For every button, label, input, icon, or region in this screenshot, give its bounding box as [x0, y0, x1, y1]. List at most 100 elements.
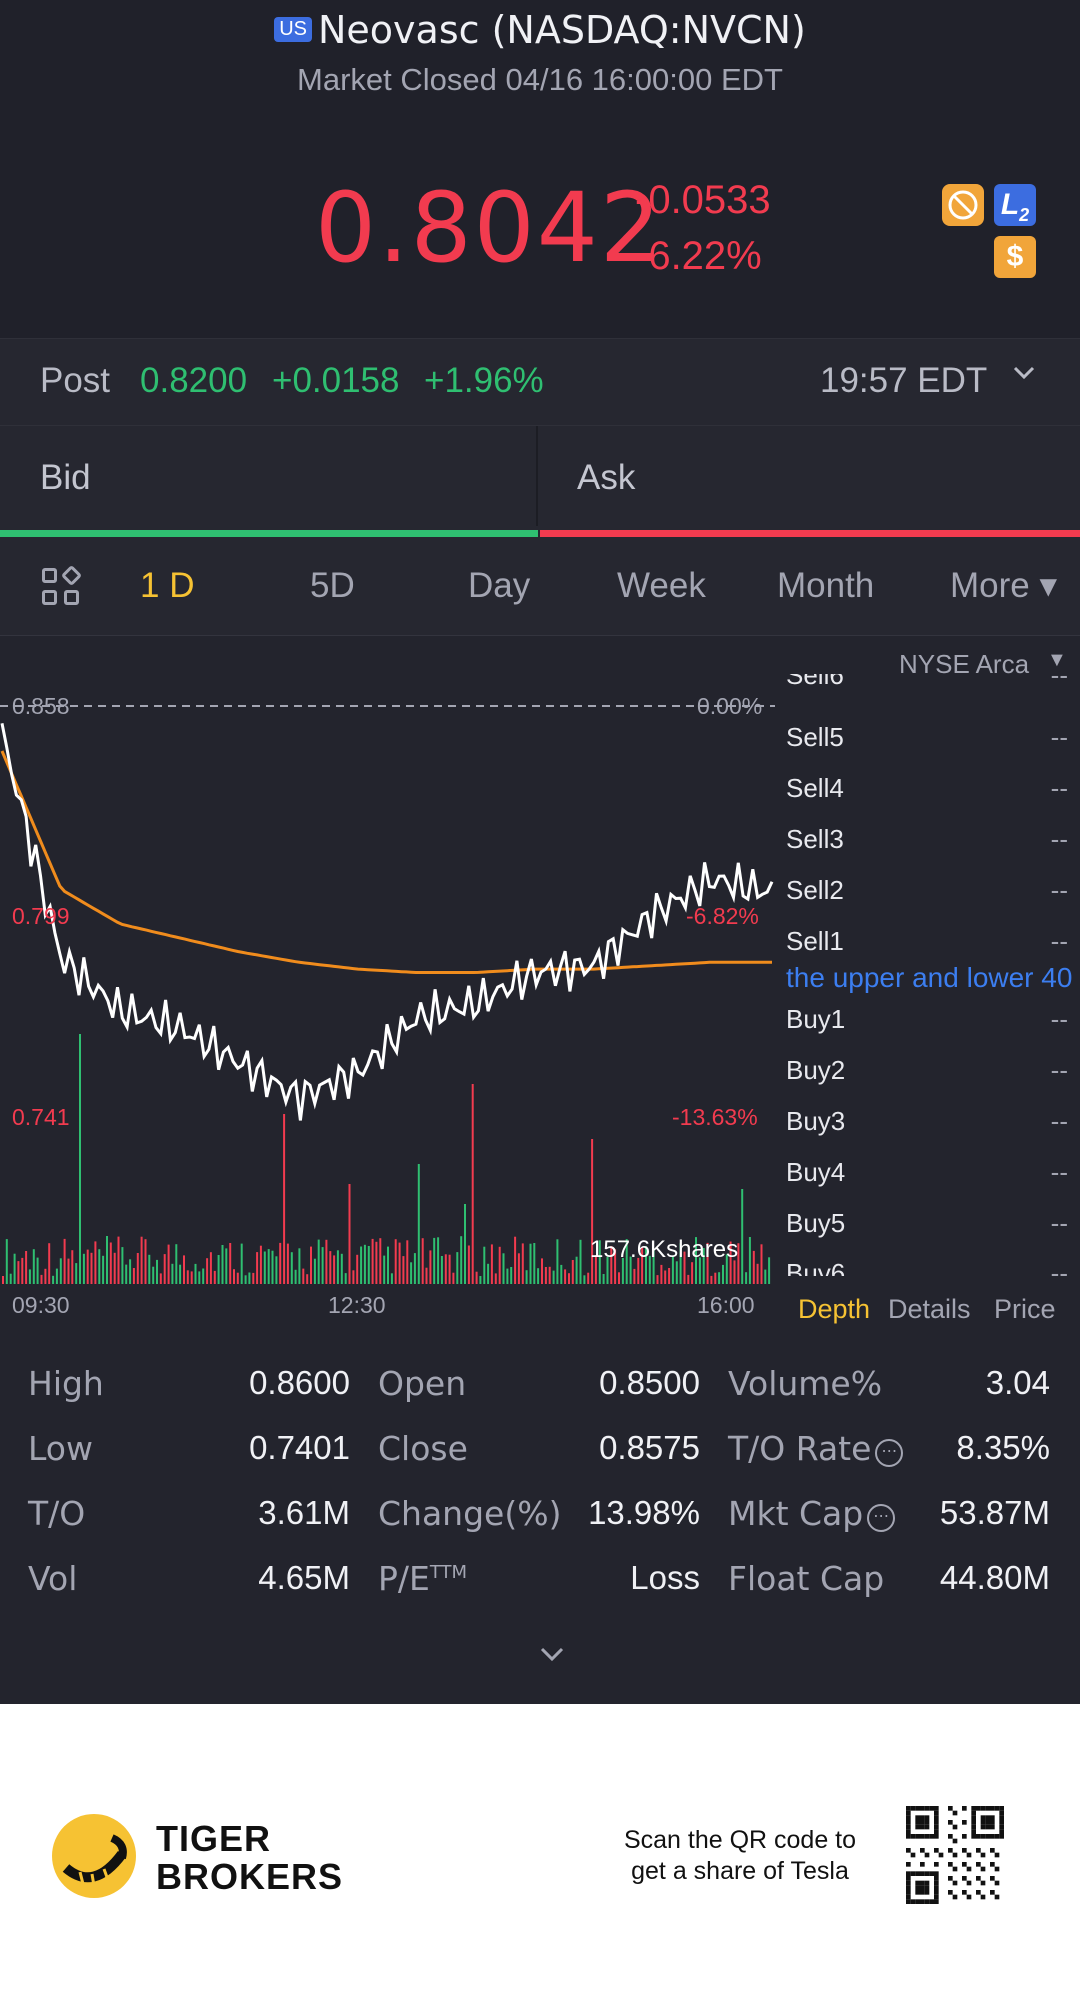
stock-title: Neovasc (NASDAQ:NVCN)	[317, 8, 806, 52]
volume-bar	[421, 1238, 424, 1284]
volume-bar	[748, 1237, 751, 1284]
stat-value: 0.8575	[599, 1429, 700, 1466]
volume-bar	[444, 1254, 447, 1284]
tab-depth[interactable]: Depth	[798, 1294, 871, 1324]
volume-bar	[568, 1273, 570, 1284]
x-label-mid: 12:30	[328, 1292, 386, 1318]
volume-bar	[675, 1261, 678, 1284]
volume-bar	[656, 1275, 659, 1284]
volume-bar	[132, 1268, 135, 1284]
bid-ask-panel: Bid Ask	[0, 426, 1080, 538]
volume-bar	[594, 1255, 597, 1284]
volume-bar	[136, 1253, 139, 1284]
volume-bar	[456, 1252, 459, 1284]
volume-bar	[186, 1270, 189, 1284]
stat-label: P/E	[378, 1559, 430, 1598]
volume-bar	[471, 1084, 474, 1284]
tab-month[interactable]: Month	[777, 566, 875, 605]
stat-label: High	[28, 1364, 104, 1403]
volume-bar	[48, 1243, 51, 1284]
promo-footer: TIGER BROKERS Scan the QR code to get a …	[0, 1704, 1080, 2007]
volume-bar	[125, 1264, 128, 1284]
bid-label: Bid	[40, 458, 91, 497]
volume-bar	[598, 1240, 601, 1284]
volume-bar	[175, 1244, 178, 1284]
x-label-close: 16:00	[697, 1292, 755, 1318]
post-market-row[interactable]: Post 0.8200 +0.0158 +1.96% 19:57 EDT	[0, 338, 1080, 426]
chevron-down-icon[interactable]	[1010, 359, 1038, 394]
tab-more[interactable]: More ▾	[950, 566, 1058, 605]
tab-1d[interactable]: 1 D	[140, 566, 195, 605]
depth-row-sell3: Sell3 --	[786, 824, 1076, 855]
volume-bar	[67, 1258, 70, 1284]
info-icon[interactable]: ⋯	[867, 1504, 896, 1532]
volume-bar	[263, 1251, 266, 1284]
tab-details[interactable]: Details	[888, 1294, 971, 1324]
stat-label: Close	[378, 1429, 468, 1468]
stat-value: Loss	[630, 1559, 700, 1596]
last-price: 0.8042	[315, 172, 663, 284]
volume-bar	[514, 1236, 517, 1284]
depth-label: Buy3	[786, 1106, 846, 1136]
volume-bar	[752, 1250, 755, 1284]
volume-bar	[625, 1239, 628, 1284]
caret-down-icon[interactable]: ▼	[1047, 649, 1067, 671]
chart-area[interactable]: 0.858 0.00% 0.799 -6.82% 0.741 -13.63% 1…	[0, 636, 1080, 1340]
level2-icon[interactable]: L2	[994, 184, 1036, 226]
qr-code[interactable]	[906, 1806, 1004, 1904]
volume-bar	[402, 1256, 405, 1284]
volume-bar	[340, 1253, 343, 1284]
volume-bar	[602, 1274, 605, 1284]
volume-bar	[641, 1247, 644, 1284]
ask-bar	[540, 530, 1080, 537]
volume-bar	[152, 1266, 155, 1284]
volume-bar	[233, 1269, 235, 1284]
depth-label: Buy4	[786, 1157, 846, 1187]
depth-row-sell5: Sell5 --	[786, 722, 1076, 753]
depth-label: Sell5	[786, 722, 844, 752]
volume-bar	[302, 1268, 305, 1284]
volume-bar	[448, 1254, 451, 1284]
volume-bar	[290, 1252, 293, 1284]
pe-superscript: TTM	[429, 1562, 468, 1583]
volume-bar	[360, 1246, 363, 1284]
volume-peak-label: 157.6Kshares	[590, 1236, 739, 1263]
volume-bar	[429, 1250, 432, 1284]
tab-day[interactable]: Day	[468, 566, 531, 605]
volume-bar	[606, 1256, 609, 1284]
intraday-chart[interactable]	[0, 636, 780, 1296]
exchange-selector[interactable]: NYSE Arca	[899, 649, 1030, 679]
volume-bar	[633, 1268, 636, 1284]
volume-bar	[533, 1243, 536, 1284]
volume-bar	[417, 1164, 420, 1284]
brand-name-line2: BROKERS	[156, 1856, 344, 1897]
info-icon[interactable]: ⋯	[875, 1439, 904, 1467]
depth-label: Sell4	[786, 773, 844, 803]
volume-bar	[768, 1257, 771, 1284]
depth-value: --	[1050, 875, 1068, 905]
volume-bar	[86, 1249, 89, 1284]
stat-value: 3.04	[985, 1364, 1050, 1401]
depth-row-buy2: Buy2 --	[786, 1055, 1076, 1086]
expand-chevron-icon[interactable]	[538, 1638, 566, 1672]
volume-bar	[213, 1270, 216, 1284]
volume-bar	[710, 1275, 713, 1284]
volume-bars	[2, 1034, 771, 1284]
no-short-icon[interactable]	[942, 184, 984, 226]
volume-bar	[256, 1252, 259, 1284]
depth-value: --	[1050, 824, 1068, 854]
volume-bar	[129, 1259, 132, 1284]
volume-bar	[167, 1244, 170, 1284]
tab-price[interactable]: Price	[994, 1294, 1056, 1324]
tab-5d[interactable]: 5D	[310, 566, 355, 605]
price-change: -0.0533	[635, 178, 771, 222]
tab-week[interactable]: Week	[617, 566, 706, 605]
volume-bar	[467, 1245, 470, 1284]
depth-row-buy3: Buy3 --	[786, 1106, 1076, 1137]
post-price: 0.8200	[140, 361, 248, 400]
stat-value: 3.61M	[258, 1494, 350, 1531]
layout-grid-icon[interactable]	[42, 564, 83, 608]
volume-bar	[17, 1261, 20, 1284]
volume-bar	[229, 1243, 232, 1284]
dollar-icon[interactable]: $	[994, 236, 1036, 278]
